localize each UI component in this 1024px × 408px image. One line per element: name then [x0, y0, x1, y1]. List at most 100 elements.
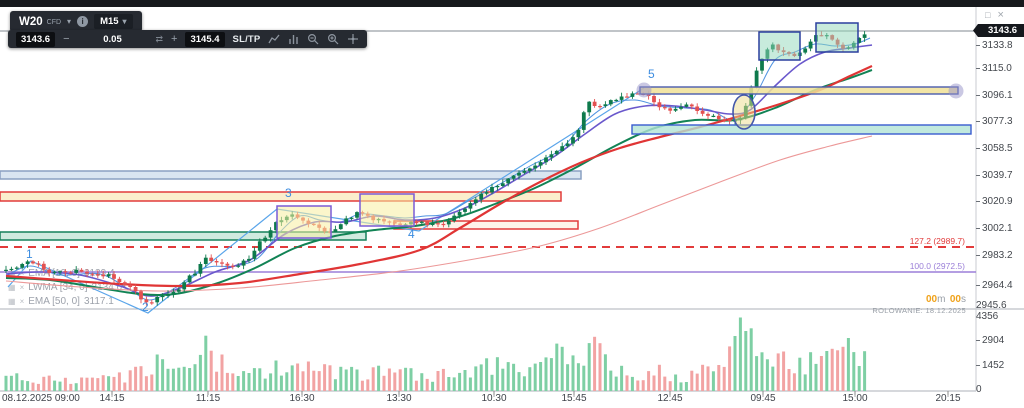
fibonacci-levels[interactable]	[0, 246, 976, 273]
close-icon[interactable]: ×	[997, 9, 1004, 21]
countdown-minutes-unit: m	[937, 294, 946, 305]
sltp-button[interactable]: SL/TP	[232, 33, 261, 45]
zoom-in-icon[interactable]	[327, 33, 339, 45]
time-tick-15-00: 15:00	[842, 393, 868, 404]
time-tick-20-15: 20:15	[935, 393, 961, 404]
timeframe-selector[interactable]: M15 ▾	[94, 14, 133, 29]
price-tick-3039.7: 3039.7	[976, 170, 1013, 181]
minimize-icon[interactable]: □	[985, 10, 991, 20]
consolidation-box-2[interactable]	[359, 193, 415, 227]
drawing-objects[interactable]	[276, 22, 972, 239]
volume-series	[4, 317, 867, 391]
support-resistance-zones[interactable]	[0, 170, 582, 241]
highlight-ellipse[interactable]	[732, 94, 756, 130]
support-band-green[interactable]	[0, 231, 367, 241]
indicators-icon[interactable]	[288, 34, 299, 45]
rollover-date: ROLOWANIE: 18.12.2025	[872, 300, 966, 318]
volume-decrement-button[interactable]: −	[63, 33, 70, 45]
resistance-band-red[interactable]	[0, 191, 562, 202]
symbol-panel: W20 CFD ▾ i M15 ▾	[10, 11, 142, 32]
fib-label: 100.0 (2972.5)	[909, 261, 965, 271]
rollover-countdown: 00m 00s	[926, 289, 966, 307]
symbol-type-label: CFD	[46, 19, 62, 26]
time-tick-10-30: 10:30	[481, 393, 507, 404]
price-tick-3058.5: 3058.5	[976, 143, 1013, 154]
ma-fast-blue	[5, 37, 871, 301]
price-tick-3096.1: 3096.1	[976, 90, 1013, 101]
consolidation-box-1[interactable]	[276, 205, 332, 239]
wave-label-4[interactable]: 4	[408, 227, 415, 241]
wave-count-labels[interactable]: 1 2 3 4 5	[26, 67, 655, 314]
countdown-seconds-unit: s	[961, 294, 966, 305]
price-tick-2964.4: 2964.4	[976, 280, 1013, 291]
zoom-out-icon[interactable]	[307, 33, 319, 45]
volume-input[interactable]: 0.05	[103, 33, 122, 45]
indicator-remove-icon[interactable]: ×	[19, 282, 25, 292]
indicator-row-ema50[interactable]: ▦ × EMA [50, 0] 3117.1	[8, 294, 122, 308]
timeframe-label: M15	[100, 16, 119, 27]
volume-tick-4356: 4356	[976, 311, 999, 322]
time-tick-16-30: 16:30	[289, 393, 315, 404]
symbol-label[interactable]: W20	[19, 15, 43, 28]
wave-label-1[interactable]: 1	[26, 247, 33, 261]
indicator-value: 3134.6	[91, 281, 123, 293]
indicator-value: 3139.4	[83, 267, 115, 279]
countdown-minutes: 00	[925, 294, 938, 305]
time-tick-09-45: 09:45	[750, 393, 776, 404]
symbol-caret-icon[interactable]: ▾	[67, 17, 72, 26]
volume-increment-button[interactable]: +	[171, 33, 178, 45]
level-band-yellow-5[interactable]	[639, 86, 959, 95]
price-tick-2983.2: 2983.2	[976, 250, 1013, 261]
indicator-name: EMA [50, 0]	[28, 295, 80, 307]
volume-tick-0: 0	[976, 384, 982, 395]
time-tick-08-12-2025-09-00: 08.12.2025 09:00	[2, 393, 80, 404]
indicator-row-lwma34[interactable]: ▦ × LWMA [34, 0] 3134.6	[8, 280, 122, 294]
pan-move-icon[interactable]	[347, 33, 359, 45]
resistance-band-blue-gray[interactable]	[0, 170, 582, 180]
buy-price-button[interactable]: 3145.4	[185, 31, 225, 47]
time-tick-12-45: 12:45	[657, 393, 683, 404]
trendline-tool-icon[interactable]	[268, 34, 280, 45]
indicator-name: LWMA [34, 0]	[28, 281, 88, 293]
order-panel: 3143.6 − 0.05 ⇄ + 3145.4 SL/TP	[8, 30, 368, 48]
fib-label: 127.2 (2989.7)	[909, 236, 965, 246]
wave-label-3[interactable]: 3	[285, 186, 292, 200]
info-icon[interactable]: i	[77, 16, 89, 27]
volume-tick-1452: 1452	[976, 360, 1004, 371]
sell-price-button[interactable]: 3143.6	[16, 31, 56, 47]
current-price-badge: 3143.6	[973, 24, 1024, 37]
price-tick-3077.3: 3077.3	[976, 116, 1013, 127]
chart-window-controls: □ ×	[985, 9, 1004, 21]
time-tick-15-45: 15:45	[561, 393, 587, 404]
time-tick-14-15: 14:15	[99, 393, 125, 404]
price-tick-3115.0: 3115.0	[976, 63, 1012, 74]
time-tick-11-15: 11:15	[195, 393, 221, 404]
candlestick-series	[4, 31, 867, 306]
price-tick-3133.8: 3133.8	[976, 40, 1013, 51]
price-tick-2945.6: 2945.6	[976, 300, 1007, 311]
band-endpoint-circle[interactable]	[948, 83, 964, 99]
timeframe-caret-icon: ▾	[122, 17, 127, 26]
indicator-settings-icon[interactable]: ▦	[8, 296, 16, 306]
price-tick-3002.1: 3002.1	[976, 223, 1013, 234]
countdown-seconds: 00	[949, 294, 961, 305]
price-tick-3020.9: 3020.9	[976, 196, 1013, 207]
support-band-teal[interactable]	[631, 124, 972, 135]
time-tick-13-30: 13:30	[386, 393, 412, 404]
window-top-bar	[0, 0, 1024, 7]
indicator-value: 3117.1	[83, 295, 114, 307]
moving-averages	[5, 37, 873, 301]
consolidation-box-4[interactable]	[815, 22, 859, 53]
consolidation-box-3[interactable]	[758, 31, 801, 61]
indicator-remove-icon[interactable]: ×	[19, 296, 25, 306]
wave-label-2[interactable]: 2	[142, 300, 149, 314]
wave-label-5[interactable]: 5	[648, 67, 655, 81]
band-endpoint-circle[interactable]	[636, 82, 652, 98]
volume-tick-2904: 2904	[976, 335, 1004, 346]
ma-slower-red-thin	[5, 135, 873, 292]
indicator-settings-icon[interactable]: ▦	[8, 282, 16, 292]
rollover-label: ROLOWANIE: 18.12.2025	[872, 306, 966, 315]
volume-mode-swap-icon[interactable]: ⇄	[155, 33, 164, 44]
